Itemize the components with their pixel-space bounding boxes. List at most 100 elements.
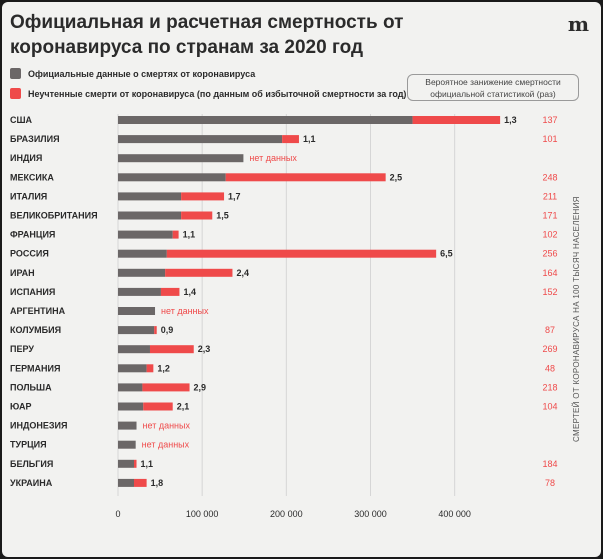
deaths-per-100k-value: 248 (542, 172, 557, 182)
bar-official (118, 326, 155, 335)
bar-official (118, 478, 134, 487)
country-label: ТУРЦИЯ (10, 440, 47, 450)
legend-official-swatch (10, 68, 21, 79)
bar-official (118, 345, 150, 354)
underreporting-multiplier: 2,1 (177, 402, 190, 412)
bar-official (118, 249, 167, 258)
country-label: ПОЛЬША (10, 382, 52, 392)
bar-unaccounted (166, 249, 437, 258)
country-label: БРАЗИЛИЯ (10, 134, 60, 144)
underreporting-multiplier: 0,9 (161, 325, 174, 335)
underreporting-note: Вероятное занижение смертности официальн… (407, 74, 579, 101)
bar-official (118, 154, 244, 163)
bar-official (118, 383, 143, 392)
no-data-label: нет данных (142, 440, 190, 450)
note-line-1: Вероятное занижение смертности (425, 77, 561, 87)
deaths-per-100k-value: 78 (545, 478, 555, 488)
bar-unaccounted (143, 402, 173, 411)
country-label: ЮАР (10, 402, 32, 412)
bar-unaccounted (181, 211, 213, 220)
bar-unaccounted (282, 135, 299, 144)
note-line-2: официальной статистикой (раз) (430, 89, 556, 99)
country-label: ИТАЛИЯ (10, 191, 47, 201)
country-label: ИРАН (10, 268, 35, 278)
country-label: МЕКСИКА (10, 172, 54, 182)
underreporting-multiplier: 2,3 (198, 344, 211, 354)
deaths-per-100k-value: 48 (545, 363, 555, 373)
bar-official (118, 364, 147, 373)
country-label: ИСПАНИЯ (10, 287, 55, 297)
bar-unaccounted (181, 192, 225, 201)
x-tick-label: 200 000 (270, 509, 303, 519)
deaths-per-100k-value: 152 (542, 287, 557, 297)
bar-official (118, 211, 182, 220)
bar-unaccounted (133, 478, 147, 487)
bar-official (118, 268, 166, 277)
underreporting-multiplier: 2,5 (390, 172, 403, 182)
bar-unaccounted (160, 287, 180, 296)
underreporting-multiplier: 1,5 (216, 211, 229, 221)
x-tick-label: 100 000 (186, 509, 219, 519)
country-label: АРГЕНТИНА (10, 306, 66, 316)
country-label: БЕЛЬГИЯ (10, 459, 53, 469)
chart-title: Официальная и расчетная смертность от ко… (10, 12, 404, 58)
underreporting-multiplier: 1,7 (228, 191, 241, 201)
brand-logo: m (567, 12, 589, 36)
country-label: КОЛУМБИЯ (10, 325, 61, 335)
legend-unaccounted: Неучтенные смерти от коронавируса (по да… (10, 88, 406, 99)
bar-unaccounted (154, 326, 157, 335)
bar-official (118, 307, 156, 315)
bar-official (118, 116, 413, 124)
deaths-per-100k-value: 137 (542, 115, 557, 125)
country-label: ИНДИЯ (10, 153, 42, 163)
x-tick-label: 0 (115, 509, 120, 519)
bar-official (118, 402, 144, 411)
deaths-per-100k-value: 101 (542, 134, 557, 144)
underreporting-multiplier: 6,5 (440, 249, 453, 259)
country-label: ФРАНЦИЯ (10, 230, 55, 240)
bar-unaccounted (133, 459, 137, 468)
underreporting-multiplier: 1,1 (141, 459, 154, 469)
deaths-per-100k-value: 87 (545, 325, 555, 335)
underreporting-multiplier: 1,2 (157, 363, 170, 373)
deaths-per-100k-value: 256 (542, 249, 557, 259)
bar-unaccounted (149, 345, 194, 354)
no-data-label: нет данных (249, 153, 297, 163)
underreporting-multiplier: 1,3 (504, 115, 517, 125)
bar-official (118, 287, 161, 296)
bar-official (118, 230, 173, 239)
deaths-per-100k-value: 218 (542, 382, 557, 392)
bar-unaccounted (412, 116, 501, 124)
country-label: РОССИЯ (10, 249, 49, 259)
country-label: ВЕЛИКОБРИТАНИЯ (10, 211, 98, 221)
bar-official (118, 459, 134, 468)
underreporting-multiplier: 1,8 (151, 478, 164, 488)
bar-official (118, 440, 136, 449)
deaths-per-100k-value: 164 (542, 268, 557, 278)
deaths-per-100k-value: 102 (542, 230, 557, 240)
bar-unaccounted (142, 383, 190, 392)
bar-official (118, 135, 283, 144)
bar-official (118, 192, 182, 201)
legend-official-label: Официальные данные о смертях от коронави… (28, 68, 256, 79)
bar-unaccounted (146, 364, 154, 373)
no-data-label: нет данных (143, 421, 191, 431)
bar-unaccounted (172, 230, 179, 239)
deaths-per-100k-value: 269 (542, 344, 557, 354)
underreporting-multiplier: 1,1 (183, 230, 196, 240)
underreporting-multiplier: 1,1 (303, 134, 316, 144)
country-label: ПЕРУ (10, 344, 34, 354)
legend-official: Официальные данные о смертях от коронави… (10, 68, 255, 79)
deaths-per-100k-value: 184 (542, 459, 557, 469)
x-tick-label: 400 000 (438, 509, 471, 519)
no-data-label: нет данных (161, 306, 209, 316)
deaths-per-100k-value: 171 (542, 211, 557, 221)
deaths-per-100k-value: 211 (543, 191, 557, 201)
legend-unaccounted-swatch (10, 88, 21, 99)
underreporting-multiplier: 2,9 (194, 382, 207, 392)
deaths-per-100k-value: 104 (542, 402, 557, 412)
bar-unaccounted (225, 173, 386, 182)
legend-unaccounted-label: Неучтенные смерти от коронавируса (по да… (28, 88, 407, 99)
underreporting-multiplier: 1,4 (183, 287, 196, 297)
